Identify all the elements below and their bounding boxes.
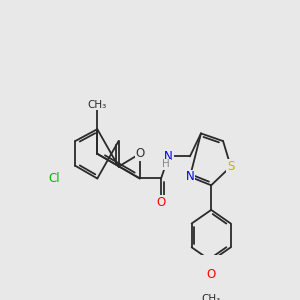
Text: O: O (135, 147, 144, 160)
Text: N: N (186, 170, 194, 183)
Text: CH₃: CH₃ (202, 294, 221, 300)
Text: Cl: Cl (48, 172, 60, 185)
Text: O: O (207, 268, 216, 281)
Text: N: N (164, 150, 173, 163)
Text: H: H (162, 159, 170, 169)
Text: CH₃: CH₃ (88, 100, 107, 110)
Text: S: S (227, 160, 234, 173)
Text: O: O (156, 196, 166, 209)
